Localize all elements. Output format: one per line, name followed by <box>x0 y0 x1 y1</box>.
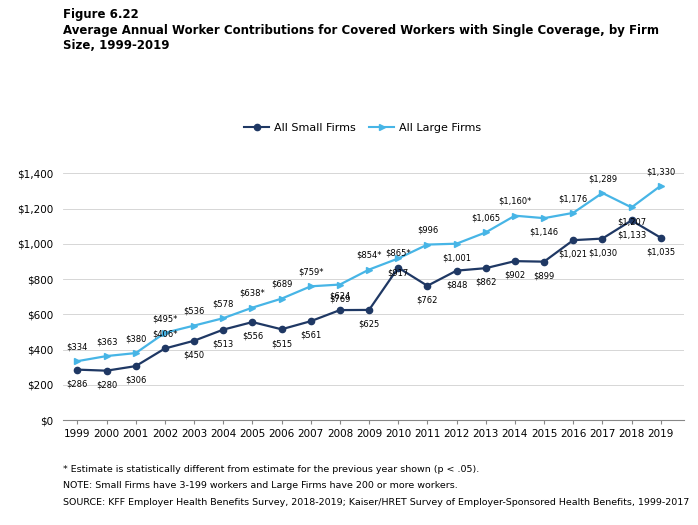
Text: $1,133: $1,133 <box>617 230 646 239</box>
All Small Firms <box>452 268 461 274</box>
All Small Firms <box>423 282 431 289</box>
Text: $1,146: $1,146 <box>530 228 558 237</box>
All Small Firms <box>277 326 285 332</box>
All Large Firms <box>628 204 636 211</box>
All Small Firms <box>161 345 169 352</box>
Text: $689: $689 <box>271 280 292 289</box>
All Large Firms <box>190 322 198 329</box>
All Small Firms <box>511 258 519 264</box>
All Large Firms <box>452 240 461 247</box>
Line: All Large Firms: All Large Firms <box>74 182 664 365</box>
All Large Firms <box>482 229 490 236</box>
Text: $1,330: $1,330 <box>646 167 676 176</box>
Text: $380: $380 <box>125 334 147 343</box>
All Large Firms <box>103 353 111 359</box>
All Small Firms <box>248 319 257 325</box>
Text: $1,035: $1,035 <box>646 247 675 256</box>
All Large Firms <box>540 215 548 222</box>
All Small Firms <box>131 363 140 369</box>
Text: $862: $862 <box>475 278 496 287</box>
Text: $1,207: $1,207 <box>617 217 646 226</box>
Text: Size, 1999-2019: Size, 1999-2019 <box>63 39 170 52</box>
Text: $280: $280 <box>96 381 117 390</box>
Text: $854*: $854* <box>356 251 382 260</box>
Text: $1,289: $1,289 <box>588 174 617 183</box>
All Large Firms <box>219 315 228 321</box>
Text: $899: $899 <box>533 271 555 280</box>
Text: $556: $556 <box>242 332 263 341</box>
Text: $759*: $759* <box>298 268 323 277</box>
All Small Firms <box>336 307 344 313</box>
Text: SOURCE: KFF Employer Health Benefits Survey, 2018-2019; Kaiser/HRET Survey of Em: SOURCE: KFF Employer Health Benefits Sur… <box>63 498 689 507</box>
Text: $762: $762 <box>417 296 438 304</box>
All Small Firms <box>103 368 111 374</box>
All Small Firms <box>365 307 373 313</box>
Text: $306: $306 <box>125 376 147 385</box>
Text: $917: $917 <box>387 268 409 277</box>
Text: $286: $286 <box>67 380 88 388</box>
Text: $1,021: $1,021 <box>558 250 588 259</box>
Text: $515: $515 <box>271 339 292 348</box>
Text: $363: $363 <box>96 338 117 346</box>
Text: $450: $450 <box>184 351 205 360</box>
Text: $1,001: $1,001 <box>442 254 471 262</box>
All Small Firms <box>628 217 636 224</box>
All Small Firms <box>73 366 82 373</box>
All Large Firms <box>423 242 431 248</box>
All Small Firms <box>190 338 198 344</box>
Text: $769: $769 <box>329 295 350 303</box>
Text: Average Annual Worker Contributions for Covered Workers with Single Coverage, by: Average Annual Worker Contributions for … <box>63 24 659 37</box>
Line: All Small Firms: All Small Firms <box>74 217 664 374</box>
All Small Firms <box>306 318 315 324</box>
All Large Firms <box>657 183 665 189</box>
Text: $1,065: $1,065 <box>471 214 500 223</box>
Text: $1,160*: $1,160* <box>498 197 532 206</box>
All Large Firms <box>598 190 607 196</box>
Legend: All Small Firms, All Large Firms: All Small Firms, All Large Firms <box>240 119 486 138</box>
All Large Firms <box>336 281 344 288</box>
All Large Firms <box>161 330 169 336</box>
All Large Firms <box>277 296 285 302</box>
Text: $561: $561 <box>300 331 321 340</box>
All Large Firms <box>569 209 577 216</box>
All Large Firms <box>131 350 140 356</box>
Text: Figure 6.22: Figure 6.22 <box>63 8 139 21</box>
All Large Firms <box>511 213 519 219</box>
All Large Firms <box>73 358 82 364</box>
Text: $848: $848 <box>446 280 467 289</box>
All Large Firms <box>306 283 315 289</box>
All Small Firms <box>482 265 490 271</box>
Text: $902: $902 <box>505 271 526 280</box>
Text: $536: $536 <box>184 307 205 316</box>
Text: * Estimate is statistically different from estimate for the previous year shown : * Estimate is statistically different fr… <box>63 465 479 474</box>
All Small Firms <box>569 237 577 243</box>
Text: $996: $996 <box>417 226 438 235</box>
Text: $406*: $406* <box>152 330 178 339</box>
All Small Firms <box>598 235 607 242</box>
All Small Firms <box>540 258 548 265</box>
Text: $624: $624 <box>329 291 350 300</box>
Text: $578: $578 <box>213 299 234 309</box>
Text: $1,176: $1,176 <box>558 194 588 203</box>
All Small Firms <box>219 327 228 333</box>
All Large Firms <box>248 304 257 311</box>
All Large Firms <box>365 266 373 272</box>
Text: NOTE: Small Firms have 3-199 workers and Large Firms have 200 or more workers.: NOTE: Small Firms have 3-199 workers and… <box>63 481 458 490</box>
All Small Firms <box>394 265 403 271</box>
Text: $625: $625 <box>359 320 380 329</box>
All Small Firms <box>657 235 665 241</box>
Text: $1,030: $1,030 <box>588 248 617 257</box>
Text: $638*: $638* <box>239 289 265 298</box>
Text: $334: $334 <box>67 342 88 351</box>
Text: $513: $513 <box>213 339 234 349</box>
Text: $495*: $495* <box>152 314 177 323</box>
Text: $865*: $865* <box>385 249 411 258</box>
All Large Firms <box>394 255 403 261</box>
